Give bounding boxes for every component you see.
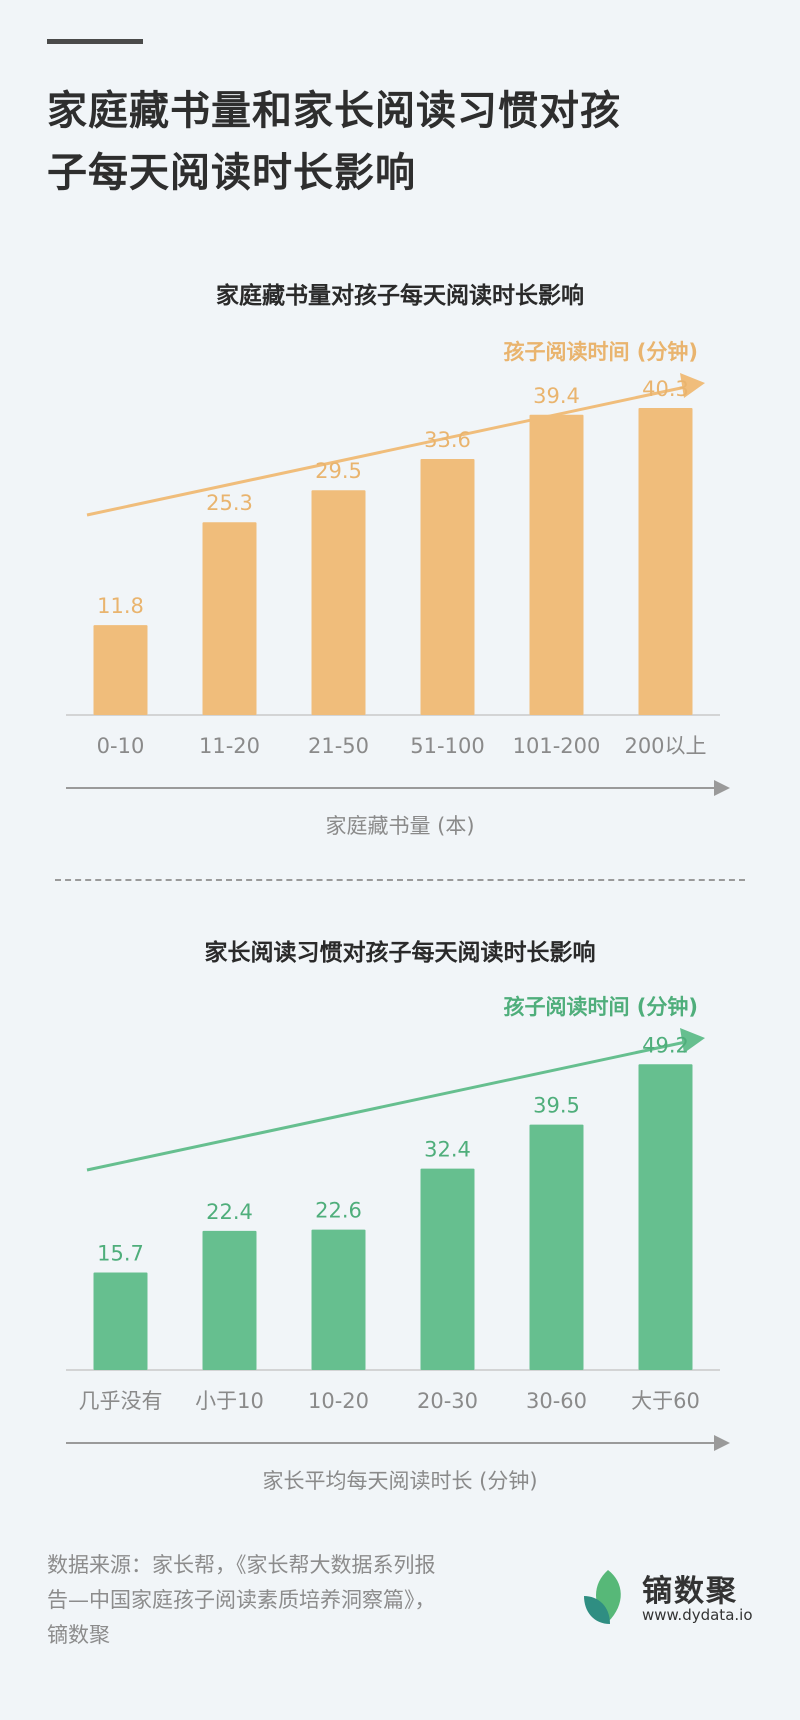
- source-line-2: 告—中国家庭孩子阅读素质培养洞察篇》，: [47, 1588, 436, 1612]
- chart-2-data-label: 22.4: [206, 1200, 253, 1224]
- brand-logo: 镝数聚 www.dydata.io: [580, 1566, 780, 1636]
- chart-2-x-axis-arrow-head: [714, 1435, 730, 1451]
- brand-url: www.dydata.io: [642, 1606, 753, 1624]
- chart-2-bar: [93, 1272, 148, 1370]
- chart-2-data-label: 49.2: [642, 1033, 689, 1057]
- chart-1-data-label: 33.6: [424, 428, 471, 452]
- chart-2-trend-arrow-head: [680, 1028, 705, 1053]
- chart-1-bar: [202, 522, 257, 715]
- page-title: 家庭藏书量和家长阅读习惯对孩 子每天阅读时长影响: [47, 80, 747, 204]
- chart-2: 孩子阅读时间 (分钟) 15.7 几乎没有 22.4 小于10 22.6 10-20 32.4…: [66, 995, 730, 1493]
- chart-2-x-tick-label: 10-20: [308, 1389, 369, 1413]
- chart-1-data-label: 29.5: [315, 459, 362, 483]
- source-note: 数据来源：家长帮，《家长帮大数据系列报 告—中国家庭孩子阅读素质培养洞察篇》， …: [47, 1548, 567, 1653]
- chart-1-data-label: 40.3: [642, 377, 689, 401]
- chart-1-title: 家庭藏书量对孩子每天阅读时长影响: [216, 283, 584, 309]
- chart-2-bar: [311, 1229, 366, 1370]
- chart-2-x-axis-label: 家长平均每天阅读时长 (分钟): [262, 1469, 537, 1493]
- chart-2-trend-arrow-line: [86, 1038, 696, 1172]
- chart-2-data-label: 22.6: [315, 1199, 362, 1223]
- chart-1-trend-arrow-head: [680, 373, 705, 398]
- chart-2-y-axis-label: 孩子阅读时间 (分钟): [503, 995, 698, 1019]
- chart-1-x-tick-label: 51-100: [410, 734, 484, 758]
- chart-1-data-label: 11.8: [97, 594, 144, 618]
- chart-1-x-axis-label: 家庭藏书量 (本): [325, 814, 474, 838]
- chart-1-x-tick-label: 21-50: [308, 734, 369, 758]
- leaf-logo-icon: [584, 1570, 621, 1624]
- chart-2-bar: [202, 1230, 257, 1370]
- brand-name: 镝数聚: [642, 1574, 738, 1609]
- chart-2-bar: [529, 1124, 584, 1370]
- chart-1-x-tick-label: 11-20: [199, 734, 260, 758]
- page-title-line-2: 子每天阅读时长影响: [47, 150, 416, 196]
- chart-2-bar: [420, 1168, 475, 1370]
- chart-1-data-label: 39.4: [533, 384, 580, 408]
- chart-2-data-label: 15.7: [97, 1241, 144, 1265]
- chart-1-x-tick-label: 200以上: [624, 734, 706, 758]
- chart-1-x-tick-label: 0-10: [97, 734, 145, 758]
- chart-1-bar: [93, 625, 148, 715]
- chart-1: 孩子阅读时间 (分钟) 11.8 0-10 25.3 11-20 29.5 21-50 33.…: [66, 340, 730, 838]
- page-title-line-1: 家庭藏书量和家长阅读习惯对孩: [47, 88, 621, 134]
- chart-2-x-tick-label: 20-30: [417, 1389, 478, 1413]
- source-line-1: 数据来源：家长帮，《家长帮大数据系列报: [47, 1553, 436, 1577]
- chart-1-bar: [638, 407, 693, 715]
- chart-2-data-label: 32.4: [424, 1138, 471, 1162]
- chart-1-x-axis-arrow-head: [714, 780, 730, 796]
- chart-1-x-tick-label: 101-200: [513, 734, 601, 758]
- chart-1-bar: [529, 414, 584, 715]
- chart-1-data-label: 25.3: [206, 491, 253, 515]
- chart-1-y-axis-label: 孩子阅读时间 (分钟): [503, 340, 698, 364]
- chart-2-x-tick-label: 30-60: [526, 1389, 587, 1413]
- section-divider: [55, 879, 745, 881]
- chart-2-data-label: 39.5: [533, 1094, 580, 1118]
- chart-2-x-tick-label: 大于60: [631, 1389, 700, 1413]
- title-accent-bar: [47, 39, 143, 44]
- chart-1-bar: [420, 459, 475, 715]
- chart-2-x-tick-label: 几乎没有: [79, 1389, 163, 1413]
- chart-2-bar: [638, 1064, 693, 1370]
- chart-2-title: 家长阅读习惯对孩子每天阅读时长影响: [204, 940, 596, 966]
- chart-1-trend-arrow-line: [86, 383, 696, 517]
- chart-2-x-tick-label: 小于10: [195, 1389, 264, 1413]
- chart-1-bar: [311, 490, 366, 715]
- source-line-3: 镝数聚: [47, 1623, 110, 1647]
